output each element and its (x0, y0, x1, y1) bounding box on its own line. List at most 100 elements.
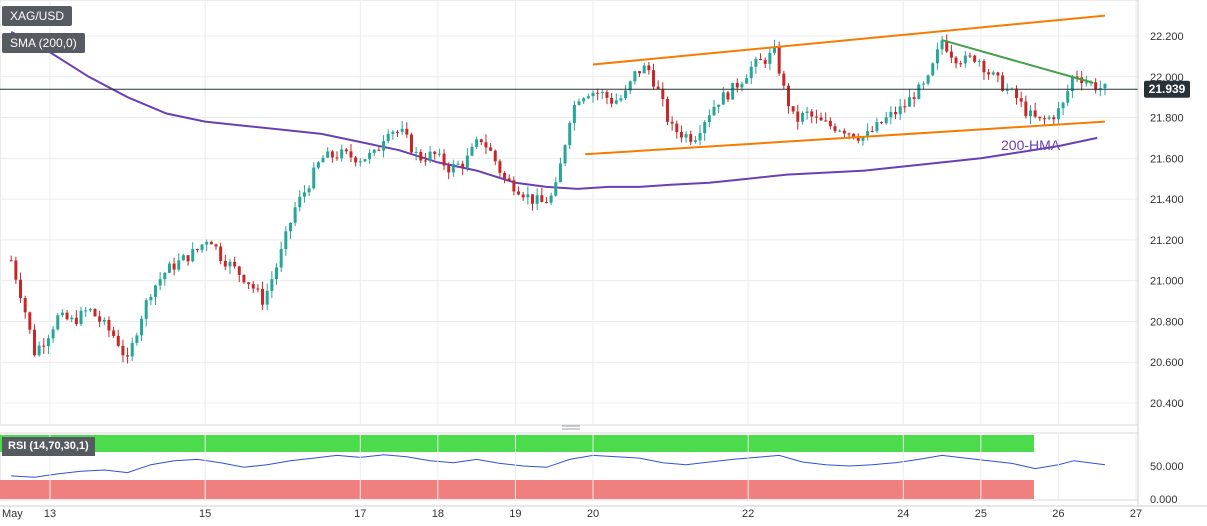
candle-body (679, 132, 683, 138)
candle-body (726, 92, 730, 100)
candle-body (335, 157, 339, 159)
channel-upper-line (592, 14, 1106, 66)
symbol-label[interactable]: XAG/USD (2, 6, 73, 26)
candle-body (665, 98, 669, 122)
time-tick-label: 19 (509, 508, 521, 520)
candle-body (628, 81, 632, 91)
candle-body (959, 63, 963, 65)
candle-body (498, 161, 502, 173)
candle-body (386, 133, 390, 142)
channel-lower-line (585, 120, 1106, 156)
candle-body (577, 101, 581, 105)
current-price-tag: 21.939 (1144, 80, 1190, 98)
candle-body (326, 151, 330, 158)
candle-body (126, 355, 130, 357)
candle-body (368, 152, 372, 160)
candle-body (37, 345, 41, 356)
time-tick-label: May (2, 508, 23, 520)
candle-body (847, 133, 851, 135)
candle-body (428, 151, 432, 161)
candle-body (670, 121, 674, 124)
candle-body (991, 72, 995, 75)
panel-resize-handle[interactable] (562, 425, 580, 430)
candle-body (461, 163, 465, 168)
rsi-tick-label: 0.000 (1150, 494, 1178, 506)
candle-body (512, 180, 516, 192)
candle-body (316, 162, 320, 168)
candle-body (791, 106, 795, 112)
candle-body (102, 319, 106, 322)
candle-body (200, 244, 204, 251)
candle-body (563, 145, 567, 164)
candle-body (172, 263, 176, 270)
candle-body (759, 59, 763, 61)
rsi-indicator-label[interactable]: RSI (14,70,30,1) (2, 437, 95, 456)
candle-body (9, 260, 13, 262)
candle-body (898, 106, 902, 115)
candle-body (256, 288, 260, 290)
candle-body (19, 279, 23, 299)
time-tick-label: 20 (587, 508, 599, 520)
candle-body (982, 60, 986, 73)
candle-body (996, 72, 1000, 76)
price-tick-label: 21.000 (1150, 276, 1184, 288)
candle-body (675, 123, 679, 133)
candle-body (1019, 98, 1023, 102)
candle-body (456, 163, 460, 165)
candle-body (46, 338, 50, 347)
candle-body (810, 111, 814, 117)
price-tick-label: 22.200 (1150, 31, 1184, 43)
price-tick-label: 20.600 (1150, 357, 1184, 369)
candle-body (465, 155, 469, 168)
candle-body (935, 49, 939, 64)
time-tick-label: 22 (742, 508, 754, 520)
candle-body (633, 71, 637, 82)
price-axis: 22.20022.00021.80021.60021.40021.20021.0… (1150, 31, 1184, 410)
candle-body (786, 85, 790, 107)
candle-body (284, 231, 288, 250)
candle-body (279, 249, 283, 268)
candle-body (610, 97, 614, 104)
candle-body (372, 149, 376, 153)
candle-body (65, 312, 69, 320)
candle-body (973, 55, 977, 62)
candle-body (484, 142, 488, 148)
candle-body (405, 128, 409, 135)
candle-body (926, 75, 930, 84)
candle-body (838, 130, 842, 132)
candle-body (614, 100, 618, 104)
candle-body (940, 40, 944, 50)
candle-body (814, 116, 818, 118)
time-tick-label: 24 (897, 508, 909, 520)
hma-series (10, 31, 1098, 190)
candle-body (987, 72, 991, 75)
candle-body (28, 312, 32, 330)
candle-body (517, 191, 521, 195)
candle-body (703, 121, 707, 134)
candle-body (763, 60, 767, 64)
price-tick-label: 21.800 (1150, 113, 1184, 125)
candle-body (228, 261, 232, 267)
candle-body (79, 310, 83, 325)
candle-body (219, 246, 223, 261)
sma-indicator-label[interactable]: SMA (200,0) (2, 33, 85, 53)
candle-body (544, 202, 548, 204)
candle-body (56, 315, 60, 330)
candle-body (1061, 102, 1065, 109)
candle-body (396, 131, 400, 133)
candle-body (949, 51, 953, 58)
candle-body (507, 178, 511, 181)
candle-body (530, 194, 534, 204)
candle-body (931, 63, 935, 76)
candle-body (917, 84, 921, 99)
candle-body (363, 159, 367, 162)
candle-body (647, 65, 651, 71)
candle-body (661, 88, 665, 99)
candle-body (209, 241, 213, 245)
candle-body (745, 78, 749, 84)
candle-body (773, 47, 777, 53)
trendlines (585, 14, 1106, 156)
candle-body (1038, 116, 1042, 119)
candle-body (23, 298, 27, 313)
